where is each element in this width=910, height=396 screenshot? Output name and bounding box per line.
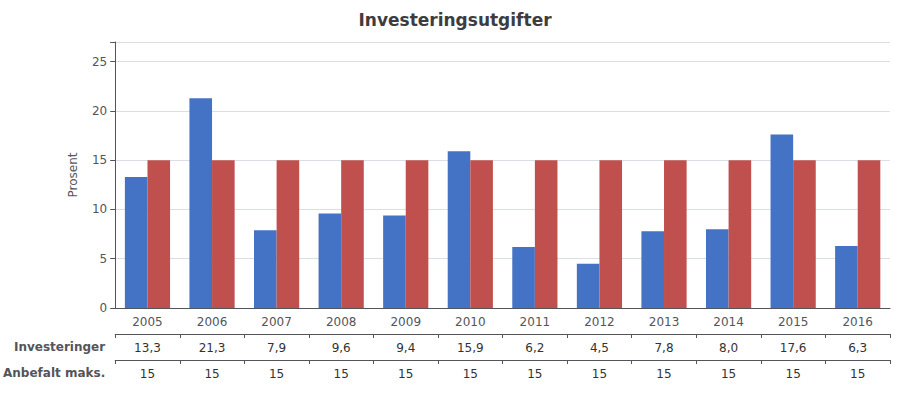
svg-text:0: 0 [100,301,108,315]
svg-text:2015: 2015 [778,315,809,329]
svg-text:6,3: 6,3 [848,341,867,355]
svg-text:5: 5 [100,252,108,266]
svg-text:15: 15 [269,367,284,381]
svg-text:15: 15 [786,367,801,381]
svg-text:15: 15 [527,367,542,381]
svg-text:9,4: 9,4 [396,341,415,355]
svg-text:2010: 2010 [455,315,486,329]
svg-text:7,9: 7,9 [267,341,286,355]
svg-text:2014: 2014 [713,315,744,329]
svg-text:2006: 2006 [197,315,228,329]
svg-text:2012: 2012 [584,315,615,329]
svg-text:15: 15 [92,153,107,167]
svg-text:15: 15 [656,367,671,381]
svg-text:15,9: 15,9 [457,341,484,355]
svg-text:10: 10 [92,202,107,216]
svg-text:7,8: 7,8 [654,341,673,355]
svg-text:21,3: 21,3 [199,341,226,355]
svg-text:15: 15 [334,367,349,381]
svg-text:2011: 2011 [520,315,551,329]
svg-text:15: 15 [592,367,607,381]
svg-text:15: 15 [850,367,865,381]
svg-text:15: 15 [204,367,219,381]
svg-text:2008: 2008 [326,315,357,329]
svg-text:20: 20 [92,104,107,118]
svg-text:15: 15 [721,367,736,381]
svg-text:15: 15 [140,367,155,381]
svg-text:8,0: 8,0 [719,341,738,355]
svg-text:9,6: 9,6 [332,341,351,355]
svg-text:2016: 2016 [842,315,873,329]
svg-text:Prosent: Prosent [66,152,80,197]
svg-text:2005: 2005 [132,315,163,329]
svg-text:2013: 2013 [649,315,680,329]
svg-text:13,3: 13,3 [134,341,161,355]
svg-text:Investeringer: Investeringer [14,340,105,354]
svg-text:15: 15 [463,367,478,381]
svg-text:6,2: 6,2 [525,341,544,355]
svg-text:2007: 2007 [261,315,292,329]
svg-text:4,5: 4,5 [590,341,609,355]
svg-text:15: 15 [398,367,413,381]
svg-text:25: 25 [92,55,107,69]
svg-text:Investeringsutgifter: Investeringsutgifter [358,10,552,30]
svg-text:2009: 2009 [390,315,421,329]
svg-text:Anbefalt maks.: Anbefalt maks. [3,366,105,380]
svg-text:17,6: 17,6 [780,341,807,355]
